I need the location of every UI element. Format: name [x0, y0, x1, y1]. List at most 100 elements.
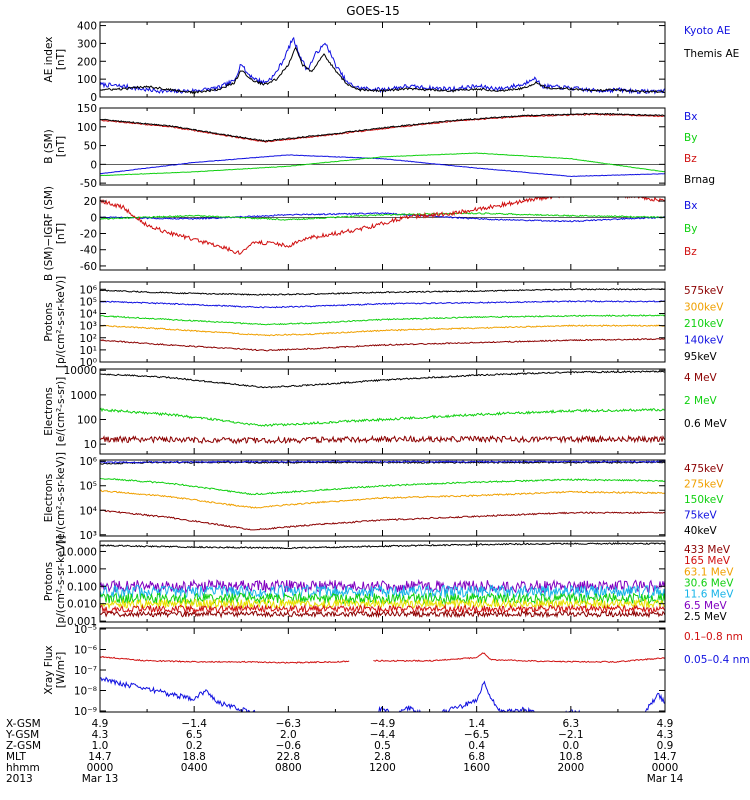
y-tick-label: -50	[80, 178, 97, 190]
y-tick-label: 10³	[79, 321, 97, 333]
legend-entry: 95keV	[684, 351, 718, 363]
legend-entry: 0.1–0.8 nm	[684, 631, 743, 643]
panel-bigrf-series	[100, 197, 665, 255]
y-tick-label: 10.000	[60, 546, 97, 558]
x-axis-labels: X-GSMY-GSMZ-GSMMLThhmm20134.94.31.014.70…	[5, 718, 684, 785]
series-line-300kev	[100, 324, 665, 337]
y-tick-label: 10¹	[79, 345, 97, 357]
legend-entry: Kyoto AE	[684, 25, 730, 37]
x-axis-value: 4.3	[92, 729, 109, 741]
x-axis-value: −0.6	[276, 740, 302, 752]
legend-entry: 475keV	[684, 463, 724, 475]
series-line-275kev	[100, 489, 665, 509]
series-line-bz	[100, 197, 665, 255]
y-tick-label: 10⁻⁸	[74, 685, 97, 697]
series-line-bx	[100, 154, 665, 178]
legend-entry: 63.1 MeV	[684, 566, 734, 578]
y-tick-label: 10⁻⁹	[74, 706, 97, 718]
x-axis-row-label: Z-GSM	[6, 740, 41, 752]
y-axis-label: Electrons	[43, 474, 55, 523]
legend-entry: 2 MeV	[684, 395, 718, 407]
x-axis-value: 2000	[557, 762, 584, 774]
x-axis-row-label: MLT	[6, 751, 26, 763]
panel-bsm: -50 0 50 100 150 B (SM) [nT] Bx By Bz Brnag	[43, 103, 715, 190]
y-tick-label: 1000	[70, 390, 97, 402]
y-tick-label: 0.001	[67, 616, 97, 628]
y-tick-label: 10⁻⁶	[74, 645, 97, 657]
panel-frame	[99, 196, 666, 271]
y-axis-label: Xray Flux	[43, 645, 55, 694]
y-tick-label: 10⁶	[79, 284, 97, 296]
y-tick-label: 400	[77, 21, 97, 33]
x-axis-value: 0000	[87, 762, 114, 774]
legend-entry: 140keV	[684, 335, 724, 347]
x-axis-value: Mar 13	[82, 773, 119, 785]
y-axis-label: [nT]	[55, 223, 67, 244]
y-tick-label: 10⁵	[79, 296, 97, 308]
y-tick-label: 10⁻⁵	[74, 624, 97, 636]
y-tick-label: 10⁴	[79, 309, 97, 321]
y-tick-label: 200	[77, 56, 97, 68]
series-line-by	[100, 152, 665, 177]
y-axis-label: Protons	[43, 302, 55, 341]
panel-electrons_mev-series	[100, 370, 665, 445]
y-tick-label: -20	[80, 229, 97, 241]
y-axis-label: Protons	[43, 562, 55, 601]
series-line-95kev	[100, 288, 665, 296]
x-axis-row-label: 2013	[6, 773, 33, 785]
x-axis-value: Mar 14	[647, 773, 684, 785]
x-axis-value: −4.4	[370, 729, 396, 741]
legend-entry: 2.5 MeV	[684, 611, 728, 623]
x-axis-value: 4.9	[657, 718, 674, 730]
legend-entry: 150keV	[684, 494, 724, 506]
legend-entry: By	[684, 223, 697, 235]
x-axis-value: 0800	[275, 762, 302, 774]
y-tick-label: 1.000	[67, 564, 97, 576]
x-axis-row-label: Y-GSM	[5, 729, 39, 741]
series-line-brnag	[100, 112, 665, 142]
legend-entry: Bx	[684, 111, 697, 123]
legend-entry: 275keV	[684, 479, 724, 491]
y-tick-label: 10⁰	[79, 357, 97, 369]
x-axis-value: 14.7	[88, 751, 111, 763]
panel-protons_kev-series	[100, 288, 665, 352]
series-line-kyoto-ae	[100, 36, 665, 95]
y-tick-label: 100	[77, 74, 97, 86]
panel-bigrf: -60 -40 -20 0 20 B (SM)−IGRF (SM) [nT] Bx By Bz	[43, 186, 697, 281]
series-line-11-6-mev	[100, 583, 665, 600]
series-line-0-1-0-8-nm	[100, 652, 665, 664]
panel-bsm-series	[100, 112, 665, 178]
x-axis-value: 6.3	[562, 718, 579, 730]
y-tick-label: 10⁻⁷	[74, 665, 97, 677]
x-axis-value: −6.3	[276, 718, 302, 730]
series-line-140kev	[100, 300, 665, 309]
x-axis-value: 0.0	[562, 740, 579, 752]
legend-entry: 0.6 MeV	[684, 418, 728, 430]
x-axis-value: 1.4	[468, 718, 485, 730]
y-axis-label: B (SM)	[43, 129, 55, 163]
legend-entry: Themis AE	[683, 48, 739, 60]
panel-ae-series	[100, 36, 665, 95]
panel-frame	[99, 281, 666, 363]
panel-xray: 10⁻⁹ 10⁻⁸ 10⁻⁷ 10⁻⁶ 10⁻⁵ Xray Flux [W/m²] 0.1–0…	[43, 624, 750, 718]
panel-xray-series	[100, 652, 665, 712]
y-tick-label: 100	[77, 122, 97, 134]
x-axis-value: 0.4	[468, 740, 485, 752]
y-tick-label: 0	[90, 212, 97, 224]
y-tick-label: 10⁵	[79, 481, 97, 493]
x-axis-value: 0.9	[657, 740, 674, 752]
legend-entry: 0.05–0.4 nm	[684, 654, 750, 666]
x-axis-value: −1.4	[181, 718, 207, 730]
legend-entry: 165 MeV	[684, 555, 731, 567]
x-axis-value: 10.8	[559, 751, 582, 763]
x-axis-row-label: X-GSM	[6, 718, 41, 730]
chart-title: GOES-15	[346, 4, 400, 18]
legend-entry: 433 MeV	[684, 544, 731, 556]
panel-frame	[99, 107, 666, 186]
y-tick-label: 300	[77, 38, 97, 50]
legend-entry: By	[684, 132, 697, 144]
y-tick-label: 100	[77, 415, 97, 427]
y-axis-label: [nT]	[55, 49, 67, 70]
